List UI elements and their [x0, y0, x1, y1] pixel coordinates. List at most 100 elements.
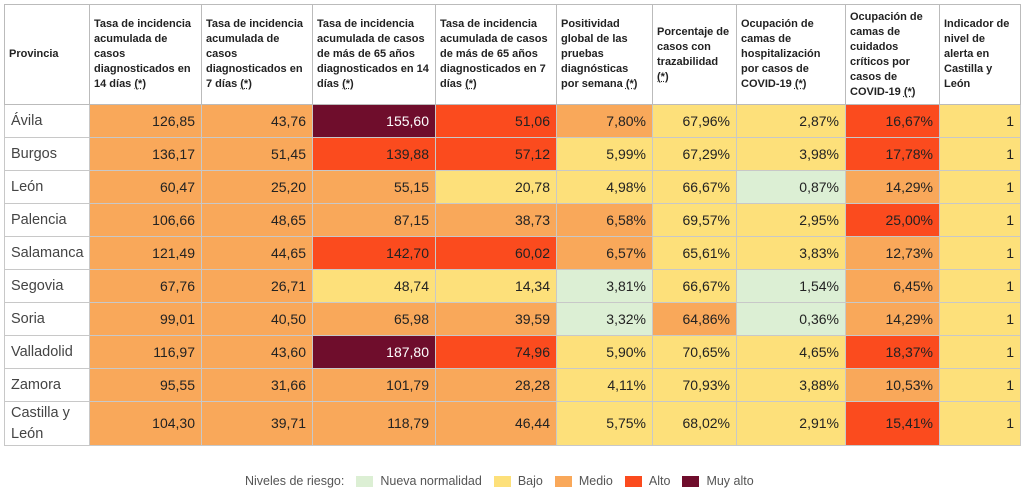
value-cell: 70,93% [652, 368, 737, 402]
province-cell: Zamora [4, 368, 90, 402]
value-cell: 104,30 [89, 401, 202, 446]
header-note[interactable]: (*) [240, 78, 252, 90]
legend-title: Niveles de riesgo: [245, 474, 345, 488]
legend-item: Medio [554, 474, 613, 488]
value-cell: 69,57% [652, 203, 737, 237]
value-cell: 5,75% [556, 401, 653, 446]
header-note[interactable]: (*) [465, 78, 477, 90]
province-cell: Burgos [4, 137, 90, 171]
value-cell: 95,55 [89, 368, 202, 402]
value-cell: 18,37% [845, 335, 940, 369]
value-cell: 1 [939, 269, 1021, 303]
header-label: Tasa de incidencia acumulada de casos di… [206, 18, 304, 90]
value-cell: 7,80% [556, 104, 653, 138]
value-cell: 1 [939, 335, 1021, 369]
table-head: Provincia Tasa de incidencia acumulada de… [4, 4, 1021, 105]
legend-swatch [554, 475, 572, 487]
value-cell: 0,87% [736, 170, 846, 204]
province-cell: Valladolid [4, 335, 90, 369]
value-cell: 12,73% [845, 236, 940, 270]
value-cell: 48,65 [201, 203, 313, 237]
legend-item: Alto [624, 474, 671, 488]
column-header: Tasa de incidencia acumulada de casos di… [201, 4, 313, 105]
header-label: Tasa de incidencia acumulada de casos de… [440, 18, 548, 90]
province-cell: Soria [4, 302, 90, 336]
value-cell: 10,53% [845, 368, 940, 402]
value-cell: 65,61% [652, 236, 737, 270]
header-note[interactable]: (*) [657, 70, 669, 83]
header-label: Indicador de nivel de alerta en Castilla… [944, 18, 1010, 90]
value-cell: 67,96% [652, 104, 737, 138]
legend-label: Muy alto [706, 474, 754, 488]
value-cell: 31,66 [201, 368, 313, 402]
value-cell: 1 [939, 401, 1021, 446]
value-cell: 1 [939, 368, 1021, 402]
legend-label: Alto [648, 474, 671, 488]
value-cell: 99,01 [89, 302, 202, 336]
value-cell: 87,15 [312, 203, 436, 237]
value-cell: 116,97 [89, 335, 202, 369]
value-cell: 3,88% [736, 368, 846, 402]
header-label: Ocupación de camas de hospitalización po… [741, 18, 821, 90]
column-header: Tasa de incidencia acumulada de casos de… [435, 4, 557, 105]
header-label: Porcentaje de casos con trazabilidad [657, 25, 730, 68]
table-row: Valladolid 116,97 43,60 187,80 74,96 5,90% 70,… [4, 335, 1021, 369]
column-header: Tasa de incidencia acumulada de casos de… [312, 4, 436, 105]
value-cell: 74,96 [435, 335, 557, 369]
legend-swatch [493, 475, 511, 487]
value-cell: 67,29% [652, 137, 737, 171]
value-cell: 60,02 [435, 236, 557, 270]
value-cell: 60,47 [89, 170, 202, 204]
province-cell: Palencia [4, 203, 90, 237]
value-cell: 16,67% [845, 104, 940, 138]
table-body: Ávila 126,85 43,76 155,60 51,06 7,80% 67,96% 2,… [4, 104, 1021, 446]
value-cell: 20,78 [435, 170, 557, 204]
value-cell: 5,90% [556, 335, 653, 369]
value-cell: 1 [939, 203, 1021, 237]
value-cell: 51,06 [435, 104, 557, 138]
value-cell: 3,81% [556, 269, 653, 303]
value-cell: 44,65 [201, 236, 313, 270]
header-note[interactable]: (*) [134, 78, 146, 90]
value-cell: 28,28 [435, 368, 557, 402]
value-cell: 126,85 [89, 104, 202, 138]
value-cell: 70,65% [652, 335, 737, 369]
table-row: Burgos 136,17 51,45 139,88 57,12 5,99% 67,29% 3… [4, 137, 1021, 171]
value-cell: 43,76 [201, 104, 313, 138]
value-cell: 3,98% [736, 137, 846, 171]
header-note[interactable]: (*) [625, 78, 638, 90]
value-cell: 101,79 [312, 368, 436, 402]
legend-item: Muy alto [682, 474, 754, 488]
value-cell: 6,45% [845, 269, 940, 303]
risk-table: Provincia Tasa de incidencia acumulada de… [4, 4, 1021, 446]
header-label: Tasa de incidencia acumulada de casos de… [317, 18, 429, 90]
header-label: Positividad global de las pruebas diagnó… [561, 18, 629, 90]
value-cell: 139,88 [312, 137, 436, 171]
value-cell: 25,00% [845, 203, 940, 237]
value-cell: 4,65% [736, 335, 846, 369]
value-cell: 3,32% [556, 302, 653, 336]
column-header: Provincia [4, 4, 90, 105]
legend: Niveles de riesgo: Nueva normalidad Bajo M… [245, 474, 754, 488]
value-cell: 3,83% [736, 236, 846, 270]
column-header: Porcentaje de casos con trazabilidad (*) [652, 4, 737, 105]
value-cell: 14,29% [845, 170, 940, 204]
value-cell: 67,76 [89, 269, 202, 303]
header-note[interactable]: (*) [342, 78, 354, 90]
value-cell: 155,60 [312, 104, 436, 138]
value-cell: 118,79 [312, 401, 436, 446]
header-note[interactable]: (*) [794, 78, 807, 90]
header-note[interactable]: (*) [903, 85, 916, 98]
table-row: Ávila 126,85 43,76 155,60 51,06 7,80% 67,96% 2,… [4, 104, 1021, 138]
table-row: Segovia 67,76 26,71 48,74 14,34 3,81% 66,67% 1,… [4, 269, 1021, 303]
value-cell: 66,67% [652, 170, 737, 204]
column-header: Tasa de incidencia acumulada de casos di… [89, 4, 202, 105]
table-row: León 60,47 25,20 55,15 20,78 4,98% 66,67% 0,87%… [4, 170, 1021, 204]
legend-swatch [356, 475, 374, 487]
value-cell: 2,87% [736, 104, 846, 138]
legend-item: Nueva normalidad [356, 474, 482, 488]
value-cell: 46,44 [435, 401, 557, 446]
value-cell: 1 [939, 302, 1021, 336]
value-cell: 187,80 [312, 335, 436, 369]
value-cell: 65,98 [312, 302, 436, 336]
